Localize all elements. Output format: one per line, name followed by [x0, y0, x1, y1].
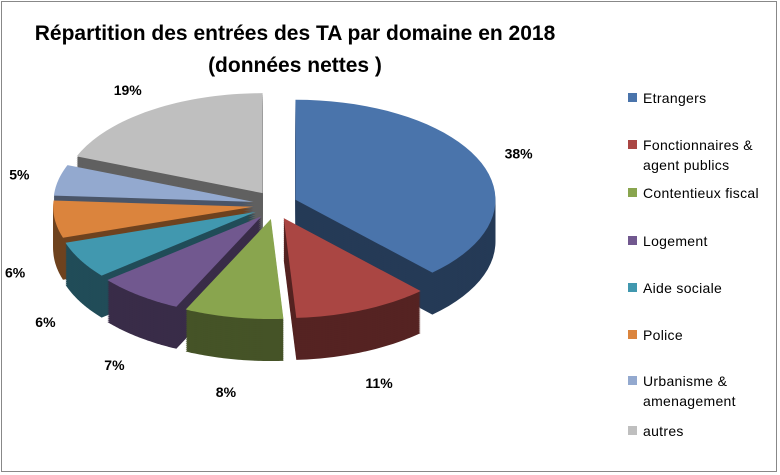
data-label: 6%: [35, 314, 56, 330]
data-label: 38%: [505, 146, 534, 162]
data-label: 7%: [104, 357, 125, 373]
legend-label: Logement: [643, 233, 708, 249]
data-label: 6%: [5, 264, 26, 280]
legend-swatch: [628, 376, 637, 385]
legend-item: Aide sociale: [628, 278, 722, 298]
slice-top: [185, 219, 284, 320]
data-label: 19%: [114, 82, 143, 98]
legend-label: autres: [643, 423, 684, 439]
legend-item: Etrangers: [628, 88, 706, 108]
pie-slice-1: [283, 218, 421, 360]
legend-label: Fonctionnaires & agent publics: [643, 137, 753, 173]
pie-slice-2: [185, 219, 284, 362]
legend-swatch: [628, 188, 637, 197]
slice-top: [65, 211, 256, 276]
legend-item: Fonctionnaires & agent publics: [628, 135, 778, 175]
pie-slice-0: [295, 99, 496, 315]
legend-swatch: [628, 93, 637, 102]
legend-label: Contentieux fiscal: [643, 185, 759, 201]
legend-label: Urbanisme & amenagement: [643, 373, 736, 409]
slice-top: [53, 200, 254, 238]
legend-item: Contentieux fiscal: [628, 183, 759, 203]
legend-item: Police: [628, 325, 683, 345]
title-line-2: (données nettes ): [208, 54, 382, 77]
slice-top: [283, 218, 421, 318]
data-label: 8%: [216, 384, 237, 400]
legend-swatch: [628, 330, 637, 339]
slice-top: [53, 165, 254, 202]
data-label: 5%: [9, 167, 30, 183]
legend-label: Aide sociale: [643, 280, 723, 296]
legend-swatch: [628, 426, 637, 435]
legend-item: Urbanisme & amenagement: [628, 371, 778, 411]
legend-swatch: [628, 283, 637, 292]
legend-item: autres: [628, 421, 684, 441]
slice-top: [295, 99, 496, 273]
slice-top: [107, 216, 262, 307]
data-label: 11%: [365, 375, 393, 391]
chart-title: Répartition des entrées des TA par domai…: [0, 18, 590, 82]
legend-swatch: [628, 236, 637, 245]
legend-label: Police: [643, 327, 683, 343]
legend-swatch: [628, 140, 637, 149]
legend-label: Etrangers: [643, 90, 707, 106]
slice-top: [76, 93, 263, 194]
title-line-1: Répartition des entrées des TA par domai…: [34, 22, 556, 45]
legend-item: Logement: [628, 231, 708, 251]
